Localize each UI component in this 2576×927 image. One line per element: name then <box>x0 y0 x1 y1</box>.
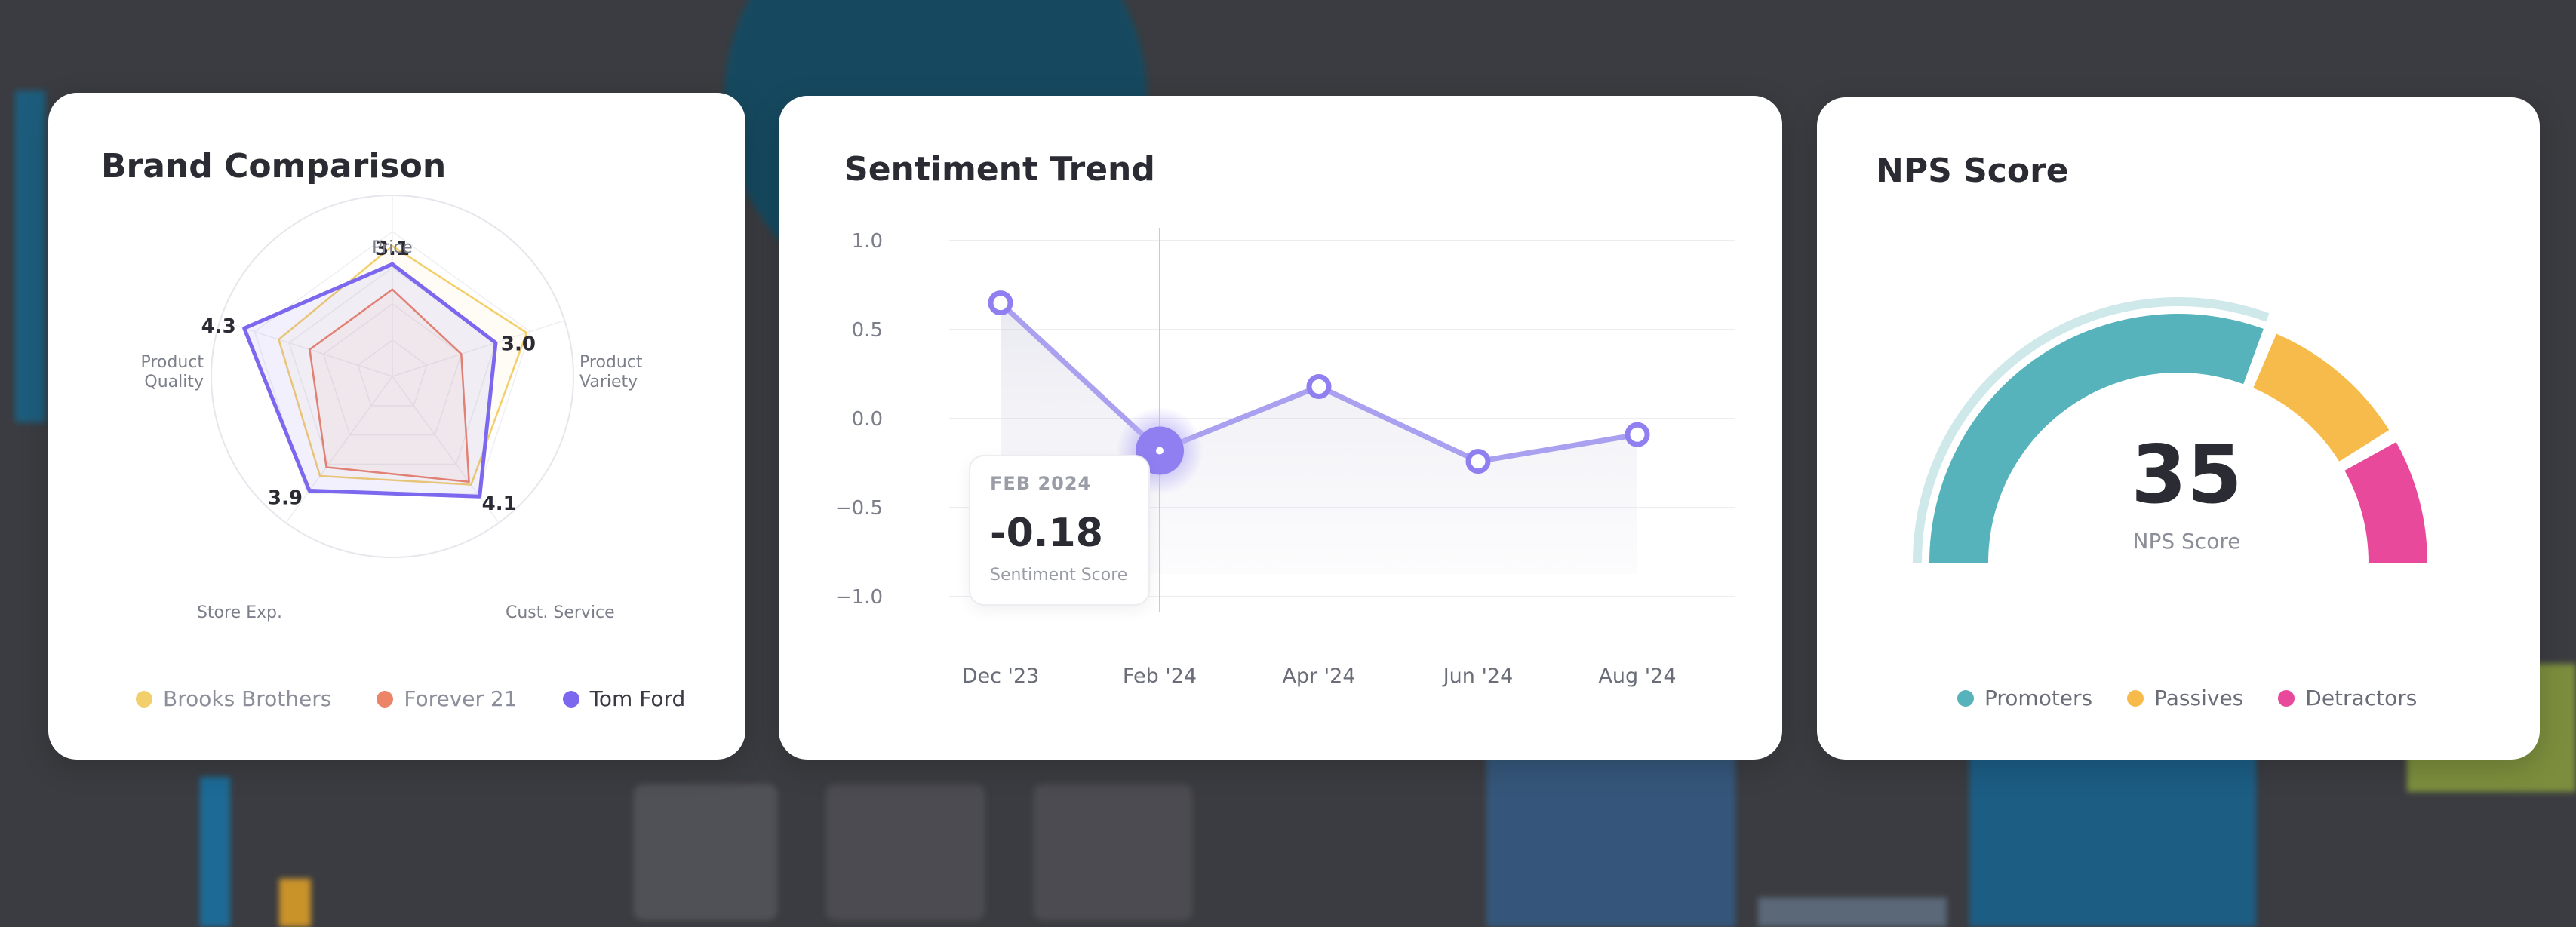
radar-axis-label-line: Product <box>140 353 204 372</box>
legend-item-tom-ford[interactable]: Tom Ford <box>562 686 686 711</box>
radar-value-label: 3.0 <box>501 333 536 356</box>
gauge-segment-detractors <box>2344 442 2427 563</box>
legend-dot-brooks-brothers <box>136 690 152 708</box>
radar-grid-ring <box>322 303 463 436</box>
legend-dot-detractors <box>2278 689 2295 707</box>
x-tick-label: Feb '24 <box>1123 665 1197 688</box>
x-tick-label: Aug '24 <box>1598 665 1676 688</box>
radar-grid-ring <box>357 339 428 407</box>
radar-axis-line <box>285 376 393 523</box>
legend-label-detractors: Detractors <box>2305 686 2418 711</box>
radar-axis-label: Cust. Service <box>506 603 615 622</box>
radar-series-tom-ford <box>242 262 498 499</box>
radar-value-label: 4.3 <box>201 315 236 338</box>
x-tick-label: Jun '24 <box>1442 665 1514 688</box>
legend-label-brooks-brothers: Brooks Brothers <box>163 686 332 711</box>
y-tick-label: 1.0 <box>852 230 883 253</box>
data-point <box>1625 422 1650 447</box>
nps-gauge <box>1913 296 2427 563</box>
tooltip-value: -0.18 <box>990 511 1103 556</box>
radar-axis-label-line: Cust. Service <box>506 603 615 622</box>
highlight-point-center <box>1156 447 1164 455</box>
radar-value-label: 4.1 <box>482 493 517 515</box>
nps-score-title: NPS Score <box>1876 152 2069 190</box>
sentiment-trend-title: Sentiment Trend <box>844 150 1155 189</box>
brand-comparison-card: Brand Comparison 3.1 3.0 4.1 3.9 4.3 Price Pro… <box>48 93 745 760</box>
y-tick-label: −1.0 <box>835 586 883 609</box>
data-point <box>1306 374 1332 400</box>
radar-axis-label-line: Variety <box>579 373 638 391</box>
legend-item-promoters[interactable]: Promoters <box>1957 686 2092 711</box>
y-tick-label: 0.0 <box>852 408 883 431</box>
radar-axis-label-line: Quality <box>144 373 204 391</box>
radar-axis-label: Price <box>372 238 413 257</box>
radar-axis-line <box>392 320 565 377</box>
legend-dot-promoters <box>1957 689 1974 707</box>
gauge-segment-passives <box>2253 333 2390 462</box>
x-tick-label: Dec '23 <box>962 665 1040 688</box>
sentiment-trend-card: Sentiment Trend 1.0 0.5 0.0 −0.5 −1.0 Dec '23… <box>779 96 1782 760</box>
legend-dot-tom-ford <box>562 690 579 708</box>
radar-legend: Brooks Brothers Forever 21 Tom Ford <box>136 686 685 711</box>
nps-score-value: 35 <box>2131 428 2242 521</box>
radar-value-label: 3.9 <box>268 487 303 509</box>
legend-label-forever-21: Forever 21 <box>404 686 518 711</box>
nps-legend: Promoters Passives Detractors <box>1957 686 2417 711</box>
data-point <box>988 290 1013 316</box>
tooltip-date: FEB 2024 <box>990 473 1092 494</box>
legend-label-tom-ford: Tom Ford <box>589 686 686 711</box>
legend-dot-forever-21 <box>377 690 394 708</box>
radar-axis-line <box>220 320 393 377</box>
radar-axis-label: Product Quality <box>140 353 204 391</box>
radar-axis-label: Store Exp. <box>197 603 282 622</box>
radar-axis-label-line: Price <box>372 238 413 257</box>
y-tick-label: −0.5 <box>835 497 883 520</box>
nps-score-label: NPS Score <box>2132 529 2241 554</box>
radar-value-label: 3.1 <box>375 238 410 260</box>
legend-item-brooks-brothers[interactable]: Brooks Brothers <box>136 686 331 711</box>
brand-comparison-title: Brand Comparison <box>101 147 447 186</box>
sentiment-tooltip: FEB 2024 -0.18 Sentiment Score <box>969 455 1150 606</box>
gauge-segment-promoters <box>1929 313 2264 563</box>
radar-axis-label-line: Store Exp. <box>197 603 282 622</box>
legend-item-detractors[interactable]: Detractors <box>2278 686 2417 711</box>
radar-axis-label-line: Product <box>579 353 643 372</box>
legend-label-passives: Passives <box>2154 686 2244 711</box>
x-tick-label: Apr '24 <box>1282 665 1355 688</box>
legend-label-promoters: Promoters <box>1984 686 2093 711</box>
nps-score-card: NPS Score 35 NPS Score Promoters Passive… <box>1817 97 2540 760</box>
radar-axis-line <box>392 376 500 523</box>
radar-series-forever-21 <box>309 288 470 483</box>
legend-item-forever-21[interactable]: Forever 21 <box>377 686 518 711</box>
radar-axis-label: Product Variety <box>579 353 643 391</box>
data-point <box>1465 449 1491 474</box>
sentiment-line-chart: 1.0 0.5 0.0 −0.5 −1.0 Dec '23 Feb '24 Apr '24 Ju… <box>835 228 1735 688</box>
y-tick-label: 0.5 <box>852 319 883 342</box>
legend-item-passives[interactable]: Passives <box>2127 686 2243 711</box>
tooltip-label: Sentiment Score <box>990 566 1128 585</box>
legend-dot-passives <box>2127 689 2144 707</box>
